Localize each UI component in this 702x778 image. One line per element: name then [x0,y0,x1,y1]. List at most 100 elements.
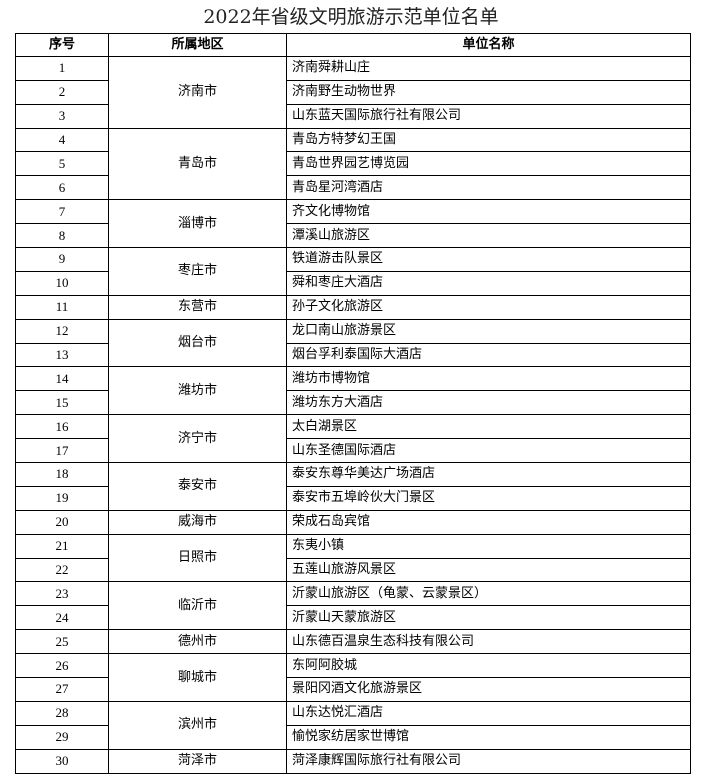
unit-name: 景阳冈酒文化旅游景区 [286,677,691,702]
region-cell: 东营市 [108,294,287,320]
row-index: 13 [15,342,109,368]
table-row: 18 泰安市 泰安东尊华美达广场酒店 [15,462,691,511]
row-index: 16 [15,414,109,440]
table-body: 1 济南市 济南舜耕山庄 2 济南野生动物世界 3 山东蓝天国际旅行社有限公司 4 青岛市 青岛方… [15,55,691,774]
region-cell: 菏泽市 [108,748,287,774]
unit-name: 济南野生动物世界 [286,79,691,105]
row-index: 8 [15,223,109,249]
row-index: 21 [15,533,109,559]
unit-name: 济南舜耕山庄 [286,55,691,81]
header-unit: 单位名称 [286,33,691,57]
table-row: 9 枣庄市 铁道游击队景区 [15,247,691,296]
header-region: 所属地区 [108,33,287,57]
region-cell: 济南市 [108,55,287,129]
row-index: 12 [15,318,109,344]
unit-name: 泰安东尊华美达广场酒店 [286,462,691,487]
row-index: 18 [15,462,109,487]
page-title: 2022年省级文明旅游示范单位名单 [203,6,499,28]
region-cell: 青岛市 [108,127,287,201]
unit-name: 青岛世界园艺博览园 [286,151,691,177]
unit-name: 山东德百温泉生态科技有限公司 [286,629,691,655]
table-row: 11 东营市 孙子文化旅游区 [15,294,691,320]
table-row: 8 潭溪山旅游区 [15,223,691,249]
unit-name: 烟台孚利泰国际大酒店 [286,342,691,368]
row-index: 25 [15,629,109,655]
table-row: 5 青岛世界园艺博览园 [15,151,691,177]
row-index: 9 [15,247,109,272]
unit-name: 东阿阿胶城 [286,653,691,679]
row-index: 2 [15,79,109,105]
row-index: 1 [15,55,109,81]
table-row: 26 聊城市 东阿阿胶城 [15,653,691,702]
list-table: 序号 所属地区 单位名称 1 济南市 济南舜耕山庄 2 济南野生动物世界 3 山东蓝天国际旅… [15,33,691,774]
region-cell: 泰安市 [108,462,287,511]
row-index: 3 [15,103,109,129]
unit-name: 太白湖景区 [286,414,691,440]
table-row: 28 滨州市 山东达悦汇酒店 [15,700,691,750]
table-row: 1 济南市 济南舜耕山庄 [15,55,691,129]
header-index: 序号 [15,33,109,57]
table-row: 6 青岛星河湾酒店 [15,175,691,201]
region-cell: 济宁市 [108,414,287,464]
region-cell: 枣庄市 [108,247,287,296]
table-row: 4 青岛市 青岛方特梦幻王国 [15,127,691,201]
row-index: 20 [15,509,109,535]
unit-name: 孙子文化旅游区 [286,294,691,320]
unit-name: 潍坊东方大酒店 [286,390,691,416]
unit-name: 龙口南山旅游景区 [286,318,691,344]
row-index: 15 [15,390,109,416]
region-cell: 德州市 [108,629,287,655]
region-cell: 滨州市 [108,700,287,750]
table-row: 16 济宁市 太白湖景区 [15,414,691,464]
table-row: 30 菏泽市 菏泽康辉国际旅行社有限公司 [15,748,691,774]
table-header-row: 序号 所属地区 单位名称 [15,33,691,57]
row-index: 26 [15,653,109,679]
region-cell: 潍坊市 [108,366,287,416]
unit-name: 舜和枣庄大酒店 [286,270,691,296]
unit-name: 青岛方特梦幻王国 [286,127,691,153]
unit-name: 山东蓝天国际旅行社有限公司 [286,103,691,129]
unit-name: 潍坊市博物馆 [286,366,691,392]
row-index: 22 [15,557,109,583]
table-row: 23 临沂市 沂蒙山旅游区（龟蒙、云蒙景区） [15,581,691,631]
unit-name: 青岛星河湾酒店 [286,175,691,201]
table-row: 25 德州市 山东德百温泉生态科技有限公司 [15,629,691,655]
unit-name: 荣成石岛宾馆 [286,509,691,535]
region-cell: 聊城市 [108,653,287,702]
unit-name: 山东达悦汇酒店 [286,700,691,726]
table-row: 29 愉悦家纺居家世博馆 [15,724,691,750]
row-index: 10 [15,270,109,296]
region-cell: 威海市 [108,509,287,535]
unit-name: 沂蒙山旅游区（龟蒙、云蒙景区） [286,581,691,607]
table-row: 22 五莲山旅游风景区 [15,557,691,583]
region-cell: 烟台市 [108,318,287,368]
table-row: 20 威海市 荣成石岛宾馆 [15,509,691,535]
unit-name: 东夷小镇 [286,533,691,559]
unit-name: 潭溪山旅游区 [286,223,691,249]
unit-name: 齐文化博物馆 [286,199,691,225]
row-index: 30 [15,748,109,774]
row-index: 17 [15,438,109,464]
row-index: 27 [15,677,109,702]
region-cell: 临沂市 [108,581,287,631]
unit-name: 菏泽康辉国际旅行社有限公司 [286,748,691,774]
row-index: 23 [15,581,109,607]
row-index: 28 [15,700,109,726]
table-row: 3 山东蓝天国际旅行社有限公司 [15,103,691,129]
row-index: 24 [15,605,109,631]
region-cell: 淄博市 [108,199,287,249]
unit-name: 沂蒙山天蒙旅游区 [286,605,691,631]
row-index: 11 [15,294,109,320]
table-row: 27 景阳冈酒文化旅游景区 [15,677,691,702]
row-index: 19 [15,485,109,511]
unit-name: 铁道游击队景区 [286,247,691,272]
unit-name: 愉悦家纺居家世博馆 [286,724,691,750]
row-index: 14 [15,366,109,392]
table-row: 24 沂蒙山天蒙旅游区 [15,605,691,631]
row-index: 29 [15,724,109,750]
table-row: 7 淄博市 齐文化博物馆 [15,199,691,249]
unit-name: 五莲山旅游风景区 [286,557,691,583]
table-row: 12 烟台市 龙口南山旅游景区 [15,318,691,368]
row-index: 7 [15,199,109,225]
table-row: 14 潍坊市 潍坊市博物馆 [15,366,691,416]
